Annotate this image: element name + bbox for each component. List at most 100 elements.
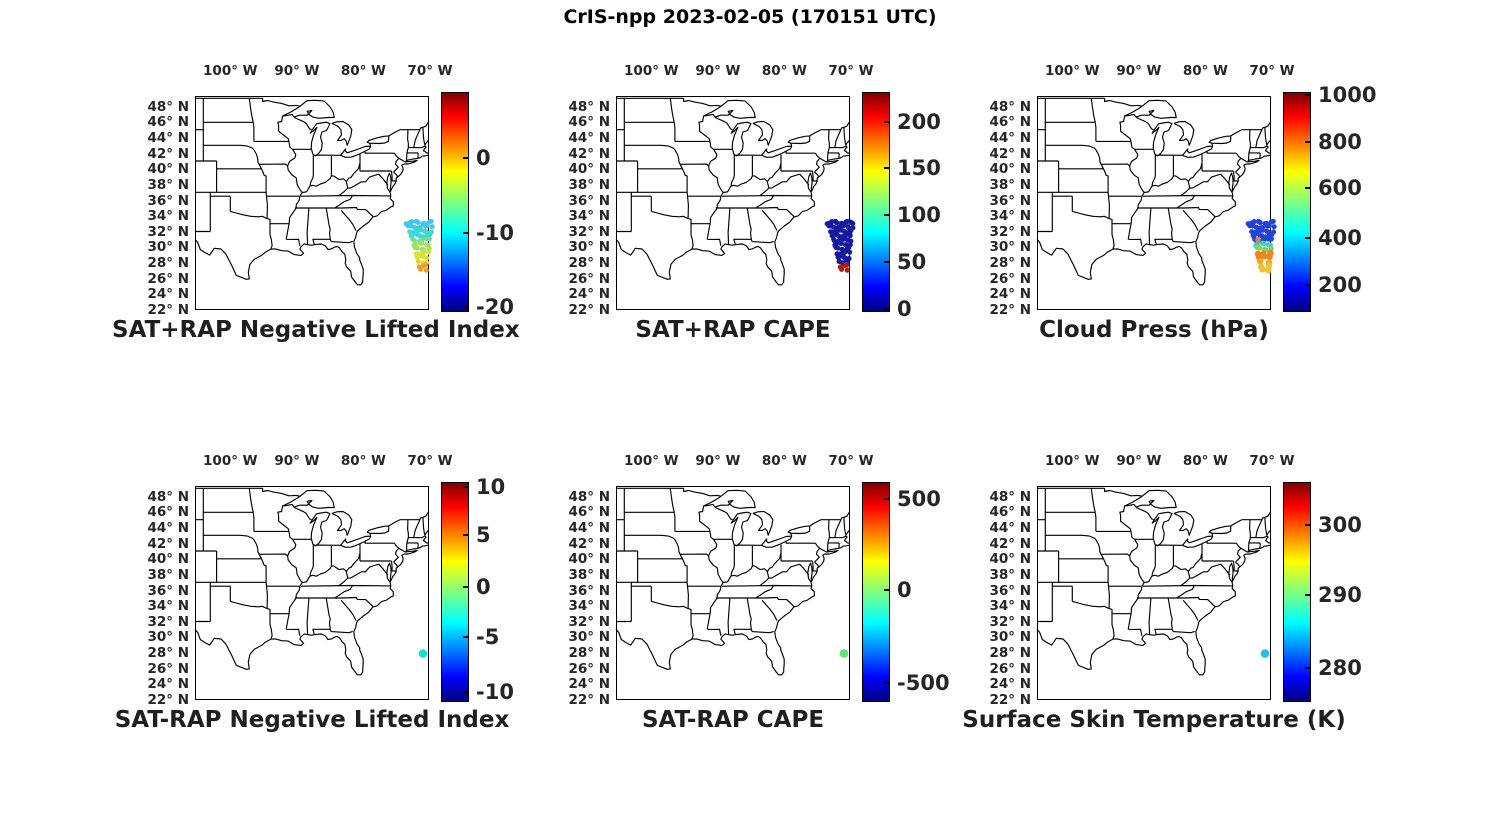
- colorbar-tick-label: 1000: [1318, 83, 1377, 108]
- colorbar-tick: [463, 586, 468, 589]
- colorbar-tick-label: -5: [476, 624, 500, 649]
- map-frame: [1037, 96, 1271, 310]
- lat-tick-label: 44° N: [989, 519, 1031, 536]
- lat-tick-label: 34° N: [989, 598, 1031, 615]
- colorbar-tick-label: 280: [1318, 656, 1362, 681]
- lat-tick-label: 46° N: [147, 504, 189, 521]
- lon-tick-label: 90° W: [695, 453, 741, 469]
- lon-tick-label: 100° W: [1045, 63, 1100, 79]
- lat-tick-label: 32° N: [147, 223, 189, 240]
- us-map-plot: [615, 486, 851, 700]
- colorbar: [862, 92, 890, 312]
- us-state-borders: [194, 97, 430, 286]
- lon-tick-label: 70° W: [407, 63, 453, 79]
- lon-tick-label: 80° W: [340, 453, 386, 469]
- lat-tick-label: 46° N: [568, 114, 610, 131]
- lat-tick-label: 46° N: [147, 114, 189, 131]
- lat-tick-label: 42° N: [147, 145, 189, 162]
- lat-tick-label: 42° N: [568, 535, 610, 552]
- lat-tick-label: 46° N: [989, 504, 1031, 521]
- colorbar-tick: [1305, 140, 1310, 143]
- lat-tick-label: 38° N: [568, 566, 610, 583]
- lat-tick-label: 32° N: [989, 613, 1031, 630]
- lon-tick-label: 90° W: [1116, 63, 1162, 79]
- lat-tick-label: 40° N: [989, 161, 1031, 178]
- data-point: [1270, 218, 1276, 224]
- us-state-borders: [194, 487, 430, 676]
- colorbar-tick: [463, 486, 468, 488]
- lon-tick-label: 70° W: [1249, 453, 1295, 469]
- lon-tick-label: 80° W: [761, 453, 807, 469]
- colorbar-tick: [463, 690, 468, 693]
- colorbar-tick-label: 0: [476, 575, 491, 600]
- colorbar-tick: [1305, 667, 1310, 670]
- colorbar-tick: [884, 497, 889, 500]
- colorbar-tick: [884, 307, 889, 310]
- lat-tick-label: 32° N: [568, 223, 610, 240]
- lon-tick-label: 100° W: [624, 63, 679, 79]
- lat-tick-label: 44° N: [989, 129, 1031, 146]
- lat-tick-label: 34° N: [568, 208, 610, 225]
- lat-tick-label: 36° N: [989, 582, 1031, 599]
- colorbar-tick: [884, 589, 889, 592]
- lat-tick-label: 28° N: [147, 645, 189, 662]
- colorbar-tick-label: 500: [897, 486, 941, 511]
- data-point: [428, 218, 434, 224]
- us-state-borders: [615, 97, 851, 286]
- lon-tick-label: 70° W: [1249, 63, 1295, 79]
- us-state-borders: [615, 487, 851, 676]
- lat-tick-label: 32° N: [989, 223, 1031, 240]
- lat-tick-label: 40° N: [568, 161, 610, 178]
- colorbar-tick-label: 200: [897, 109, 941, 134]
- lon-tick-label: 70° W: [828, 63, 874, 79]
- lat-tick-label: 36° N: [568, 582, 610, 599]
- colorbar-tick: [463, 534, 468, 537]
- map-frame: [616, 486, 850, 700]
- colorbar-tick-label: -20: [476, 294, 514, 319]
- colorbar: [862, 482, 890, 702]
- lon-tick-label: 70° W: [407, 453, 453, 469]
- lat-tick-label: 32° N: [147, 613, 189, 630]
- figure-title: CrIS-npp 2023-02-05 (170151 UTC): [563, 6, 937, 28]
- colorbar: [1283, 482, 1311, 702]
- lat-tick-label: 40° N: [568, 551, 610, 568]
- lat-tick-label: 48° N: [568, 98, 610, 115]
- lat-tick-label: 44° N: [147, 129, 189, 146]
- colorbar-tick: [884, 213, 889, 216]
- lat-tick-label: 34° N: [989, 208, 1031, 225]
- colorbar-tick: [884, 120, 889, 123]
- map-frame: [195, 486, 429, 700]
- lat-tick-label: 34° N: [568, 598, 610, 615]
- colorbar-tick-label: 5: [476, 523, 491, 548]
- panel-title: SAT-RAP Negative Lifted Index: [114, 707, 510, 733]
- panel-title: Surface Skin Temperature (K): [962, 707, 1346, 733]
- lat-tick-label: 48° N: [989, 488, 1031, 505]
- lat-tick-label: 48° N: [147, 488, 189, 505]
- colorbar-tick: [1305, 94, 1310, 97]
- colorbar: [441, 92, 469, 312]
- colorbar-tick: [1305, 524, 1310, 527]
- colorbar-tick: [463, 635, 468, 638]
- colorbar-tick: [1305, 283, 1310, 286]
- data-point: [850, 220, 856, 226]
- lat-tick-label: 46° N: [568, 504, 610, 521]
- lat-tick-label: 22° N: [568, 302, 610, 319]
- lat-tick-label: 34° N: [147, 598, 189, 615]
- lat-tick-label: 40° N: [989, 551, 1031, 568]
- map-frame: [1037, 486, 1271, 700]
- lat-tick-label: 44° N: [568, 519, 610, 536]
- lat-tick-label: 36° N: [147, 582, 189, 599]
- lat-tick-label: 42° N: [989, 145, 1031, 162]
- lat-tick-label: 38° N: [989, 176, 1031, 193]
- lat-tick-label: 36° N: [568, 192, 610, 209]
- lat-tick-label: 42° N: [568, 145, 610, 162]
- lon-tick-label: 80° W: [1182, 453, 1228, 469]
- lat-tick-label: 24° N: [147, 676, 189, 693]
- lat-tick-label: 22° N: [989, 302, 1031, 319]
- us-state-borders: [1036, 97, 1272, 286]
- lon-tick-label: 70° W: [828, 453, 874, 469]
- data-point: [429, 224, 435, 230]
- map-frame: [616, 96, 850, 310]
- lat-tick-label: 38° N: [147, 566, 189, 583]
